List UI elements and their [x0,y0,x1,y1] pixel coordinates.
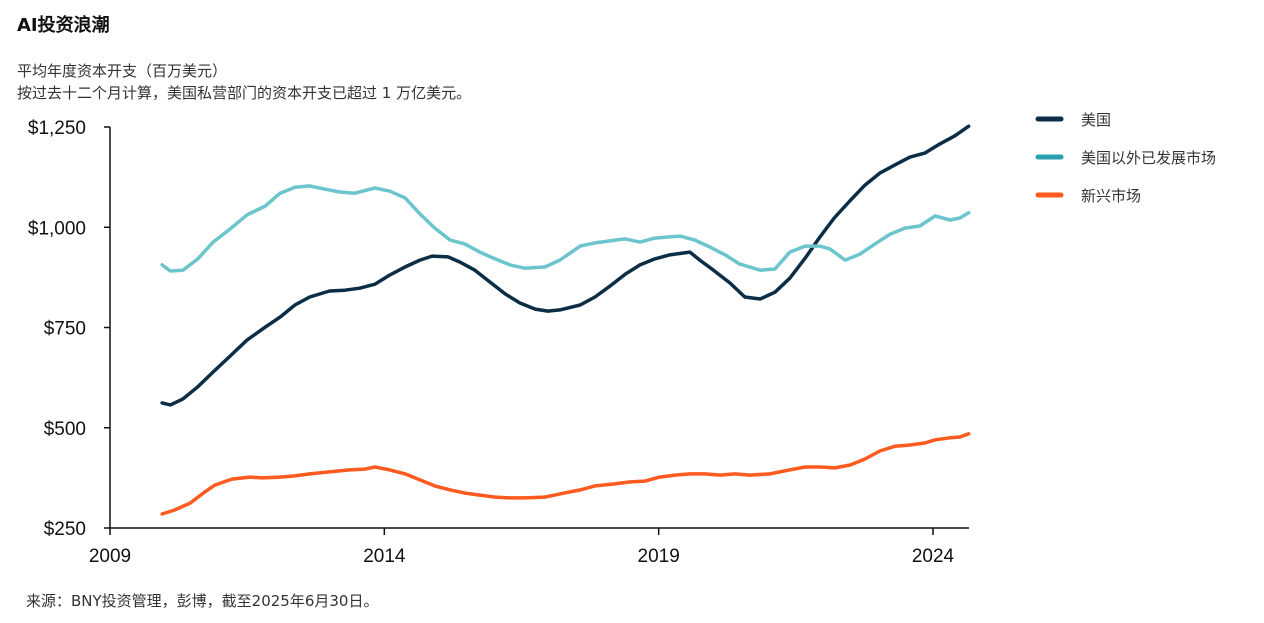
legend-label: 新兴市场 [1081,187,1141,205]
series-line-1 [160,124,971,407]
y-tick-label: $1,000 [28,218,86,239]
x-tick-label: 2024 [912,546,955,567]
y-tick-label: $750 [44,319,86,340]
legend-label: 美国 [1081,111,1111,129]
y-tick-label: $1,250 [28,118,86,139]
chart-title: AI投资浪潮 [17,15,110,36]
chart-description: 按过去十二个月计算，美国私营部门的资本开支已超过 1 万亿美元。 [17,84,472,102]
series-line-2 [160,184,971,273]
x-tick-label: 2009 [89,546,131,567]
source-note: 来源：BNY投资管理，彭博，截至2025年6月30日。 [26,592,379,610]
y-tick-label: $250 [44,519,86,540]
legend-label: 美国以外已发展市场 [1081,149,1216,167]
chart-subtitle: 平均年度资本开支（百万美元） [17,62,228,80]
x-tick-label: 2019 [638,546,680,567]
series-line-3 [160,432,971,516]
y-tick-label: $500 [44,419,86,440]
x-tick-label: 2014 [363,546,406,567]
